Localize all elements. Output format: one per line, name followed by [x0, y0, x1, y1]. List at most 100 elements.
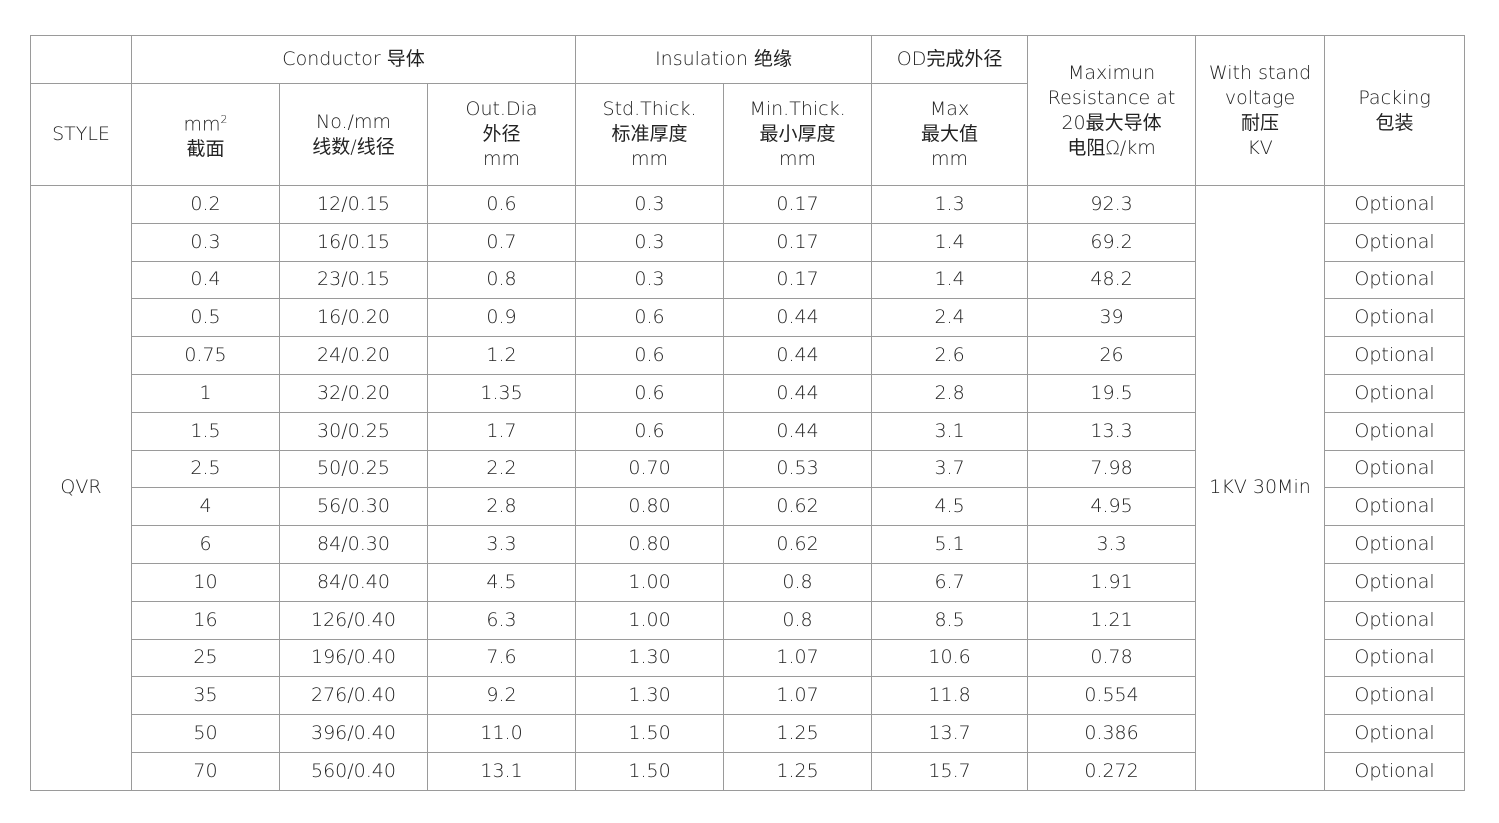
strands-cell: 50/0.25	[279, 449, 428, 489]
std-thick-cell: 0.80	[575, 525, 725, 564]
packing-cell: Optional	[1324, 260, 1466, 300]
std-thick-cell: 0.6	[575, 411, 725, 451]
strands-cell: 560/0.40	[279, 751, 428, 791]
max-od-cell: 11.8	[871, 676, 1029, 716]
max-od-cell: 10.6	[871, 638, 1029, 678]
cross-section-cell: 10	[131, 562, 280, 602]
std-thick-cell: 0.70	[575, 449, 725, 489]
cross-section-cell: 0.75	[131, 336, 280, 375]
max-od-cell: 6.7	[871, 562, 1029, 602]
resistance-cell: 0.78	[1027, 638, 1197, 678]
out-dia-cell: 1.35	[426, 373, 577, 413]
packing-cell: Optional	[1324, 487, 1466, 527]
strands-cell: 396/0.40	[279, 714, 428, 753]
std-thick-cell: 0.6	[575, 298, 725, 338]
strands-cell: 84/0.30	[279, 525, 428, 564]
packing-cell: Optional	[1324, 751, 1466, 791]
resistance-cell: 48.2	[1027, 260, 1197, 300]
std-thick-cell: 1.50	[575, 751, 725, 791]
header-mm2: mm2 截面	[131, 83, 280, 186]
max-od-cell: 5.1	[871, 525, 1029, 564]
out-dia-cell: 9.2	[426, 676, 577, 716]
packing-cell: Optional	[1324, 638, 1466, 678]
style-cell: QVR	[30, 185, 132, 791]
cross-section-cell: 70	[131, 751, 280, 791]
min-thick-cell: 0.8	[723, 562, 873, 602]
min-thick-cell: 0.17	[723, 185, 873, 224]
header-resistance: Maximun Resistance at 20最大导体 电阻Ω/km	[1027, 35, 1197, 186]
out-dia-cell: 2.8	[426, 487, 577, 527]
out-dia-cell: 2.2	[426, 449, 577, 489]
max-od-cell: 2.8	[871, 373, 1029, 413]
min-thick-cell: 0.17	[723, 260, 873, 300]
header-min-thick: Min.Thick. 最小厚度 mm	[723, 83, 873, 186]
out-dia-cell: 11.0	[426, 714, 577, 753]
strands-cell: 12/0.15	[279, 185, 428, 224]
header-od: OD完成外径	[871, 35, 1029, 84]
cross-section-cell: 4	[131, 487, 280, 527]
out-dia-cell: 0.7	[426, 222, 577, 262]
resistance-cell: 7.98	[1027, 449, 1197, 489]
packing-cell: Optional	[1324, 222, 1466, 262]
strands-cell: 196/0.40	[279, 638, 428, 678]
cross-section-cell: 50	[131, 714, 280, 753]
packing-cell: Optional	[1324, 449, 1466, 489]
strands-cell: 30/0.25	[279, 411, 428, 451]
min-thick-cell: 1.25	[723, 714, 873, 753]
min-thick-cell: 1.07	[723, 676, 873, 716]
max-od-cell: 3.1	[871, 411, 1029, 451]
resistance-cell: 0.554	[1027, 676, 1197, 716]
std-thick-cell: 0.6	[575, 336, 725, 375]
table-row: 10 84/0.40 4.5 1.00 0.8 6.7 1.91 Optional	[31, 562, 1466, 602]
strands-cell: 24/0.20	[279, 336, 428, 375]
resistance-cell: 1.21	[1027, 600, 1197, 640]
max-od-cell: 2.4	[871, 298, 1029, 338]
resistance-cell: 3.3	[1027, 525, 1197, 564]
min-thick-cell: 0.62	[723, 487, 873, 527]
resistance-cell: 0.272	[1027, 751, 1197, 791]
cross-section-cell: 0.5	[131, 298, 280, 338]
out-dia-cell: 13.1	[426, 751, 577, 791]
min-thick-cell: 0.8	[723, 600, 873, 640]
max-od-cell: 8.5	[871, 600, 1029, 640]
empty-corner	[30, 35, 132, 84]
header-max: Max 最大值 mm	[871, 83, 1029, 186]
cross-section-cell: 1	[131, 373, 280, 413]
resistance-cell: 13.3	[1027, 411, 1197, 451]
strands-cell: 84/0.40	[279, 562, 428, 602]
min-thick-cell: 0.44	[723, 411, 873, 451]
std-thick-cell: 0.6	[575, 373, 725, 413]
packing-cell: Optional	[1324, 411, 1466, 451]
cross-section-cell: 25	[131, 638, 280, 678]
packing-cell: Optional	[1324, 600, 1466, 640]
strands-cell: 126/0.40	[279, 600, 428, 640]
min-thick-cell: 0.62	[723, 525, 873, 564]
table-row: 0.75 24/0.20 1.2 0.6 0.44 2.6 26 Optional	[31, 336, 1466, 375]
packing-cell: Optional	[1324, 714, 1466, 753]
out-dia-cell: 7.6	[426, 638, 577, 678]
strands-cell: 23/0.15	[279, 260, 428, 300]
header-no-mm: No./mm 线数/线径	[279, 83, 428, 186]
mm2-cn-label: 截面	[186, 138, 225, 161]
packing-cell: Optional	[1324, 373, 1466, 413]
max-od-cell: 13.7	[871, 714, 1029, 753]
cross-section-cell: 0.4	[131, 260, 280, 300]
mm2-sup: 2	[220, 112, 228, 126]
header-conductor: Conductor 导体	[130, 35, 577, 84]
out-dia-cell: 1.7	[426, 411, 577, 451]
packing-cell: Optional	[1324, 185, 1466, 224]
std-thick-cell: 1.50	[575, 714, 725, 753]
packing-cell: Optional	[1324, 525, 1466, 564]
strands-cell: 32/0.20	[279, 373, 428, 413]
resistance-cell: 26	[1027, 336, 1197, 375]
std-thick-cell: 0.3	[575, 222, 725, 262]
cross-section-cell: 16	[131, 600, 280, 640]
std-thick-cell: 1.30	[575, 638, 725, 678]
strands-cell: 16/0.20	[279, 298, 428, 338]
std-thick-cell: 0.80	[575, 487, 725, 527]
min-thick-cell: 0.44	[723, 373, 873, 413]
min-thick-cell: 0.53	[723, 449, 873, 489]
max-od-cell: 15.7	[871, 751, 1029, 791]
header-style: STYLE	[30, 83, 132, 186]
out-dia-cell: 6.3	[426, 600, 577, 640]
